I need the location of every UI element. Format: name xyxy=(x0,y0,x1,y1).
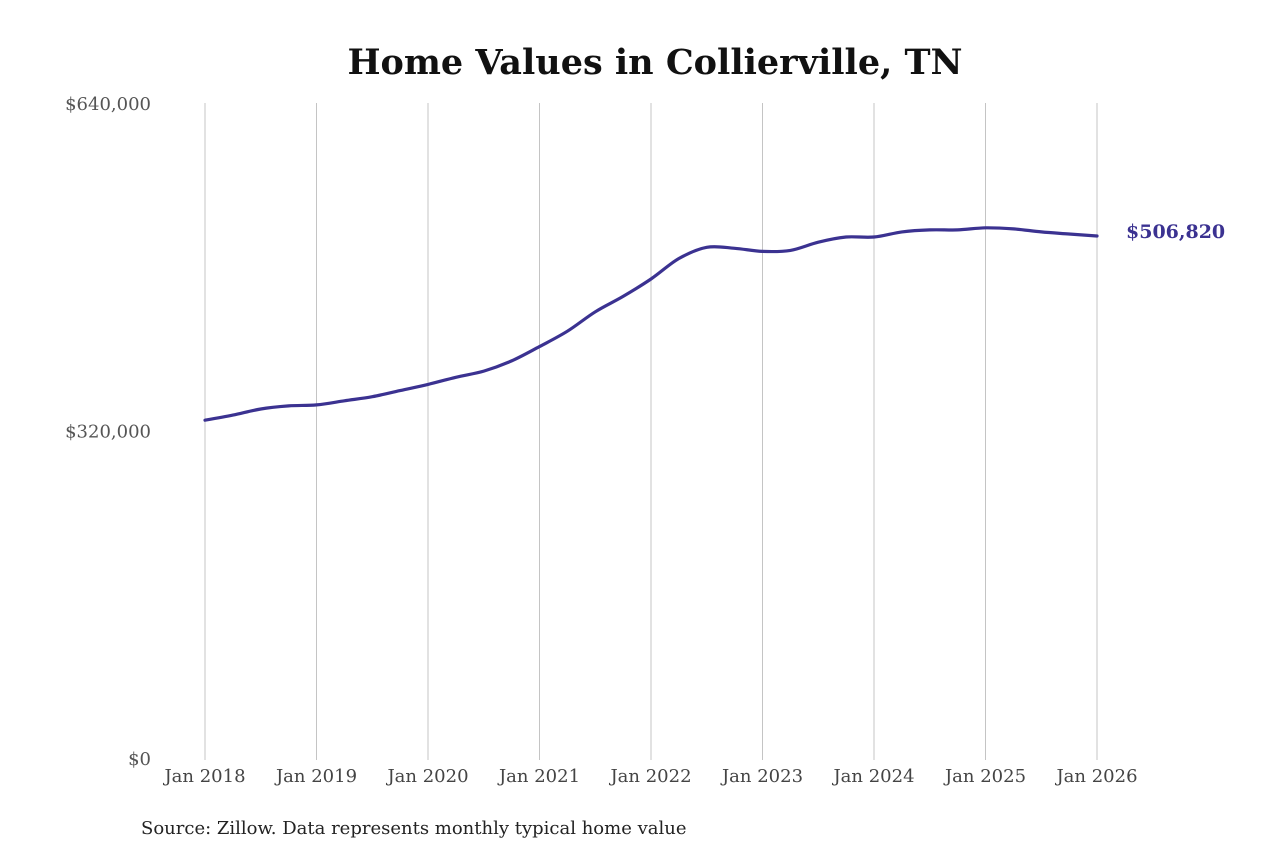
series-line xyxy=(203,226,1099,422)
end-value-label: $506,820 xyxy=(1126,221,1225,243)
chart-title: Home Values in Collierville, TN xyxy=(347,42,962,83)
x-tick-label: Jan 2025 xyxy=(943,766,1026,787)
y-tick-label: $640,000 xyxy=(65,94,151,115)
x-tick-label: Jan 2024 xyxy=(831,766,914,787)
y-tick-label: $0 xyxy=(128,749,151,770)
x-tick-label: Jan 2021 xyxy=(497,766,580,787)
y-axis-ticks: $0 $320,000 $640,000 xyxy=(65,94,151,770)
x-axis-ticks: Jan 2018 Jan 2019 Jan 2020 Jan 2021 Jan 2022… xyxy=(162,766,1137,787)
x-tick-label: Jan 2022 xyxy=(608,766,691,787)
x-tick-label: Jan 2018 xyxy=(162,766,245,787)
y-tick-label: $320,000 xyxy=(65,422,151,443)
x-tick-label: Jan 2026 xyxy=(1054,766,1137,787)
x-tick-label: Jan 2023 xyxy=(720,766,803,787)
x-tick-label: Jan 2019 xyxy=(274,766,357,787)
gridlines xyxy=(204,103,1098,760)
source-note: Source: Zillow. Data represents monthly … xyxy=(141,818,687,839)
x-tick-label: Jan 2020 xyxy=(385,766,468,787)
